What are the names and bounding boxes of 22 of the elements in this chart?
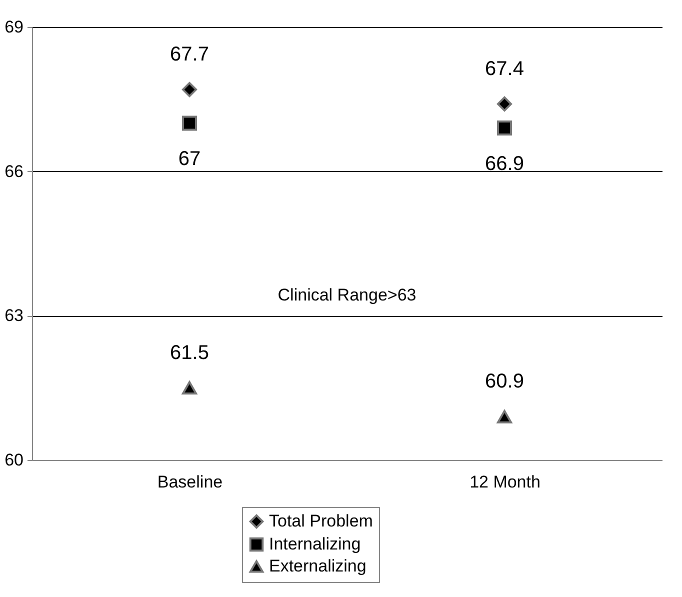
legend-label: Internalizing <box>269 534 361 554</box>
point <box>182 116 198 131</box>
data-label: 66.9 <box>485 153 524 176</box>
data-label: 60.9 <box>485 370 524 393</box>
data-label: 61.5 <box>170 342 209 364</box>
y-tick-label: 69 <box>4 18 24 36</box>
y-tick-label: 63 <box>4 306 24 326</box>
data-label: 67.7 <box>170 44 209 66</box>
point <box>182 381 198 394</box>
point <box>182 82 198 98</box>
data-label: 67.4 <box>485 58 524 80</box>
point <box>496 120 512 136</box>
legend-label: Externalizing <box>269 556 366 576</box>
x-tick-label: Baseline <box>157 472 223 492</box>
data-label: 67 <box>178 148 201 170</box>
y-tick-label: 60 <box>4 450 24 470</box>
x-tick-label: 12 Month <box>470 472 540 492</box>
annotation: Clinical Range>63 <box>278 285 416 304</box>
legend-label: Total Problem <box>269 512 373 530</box>
y-tick-label: 66 <box>4 162 24 181</box>
point <box>496 96 512 112</box>
point <box>496 410 512 424</box>
